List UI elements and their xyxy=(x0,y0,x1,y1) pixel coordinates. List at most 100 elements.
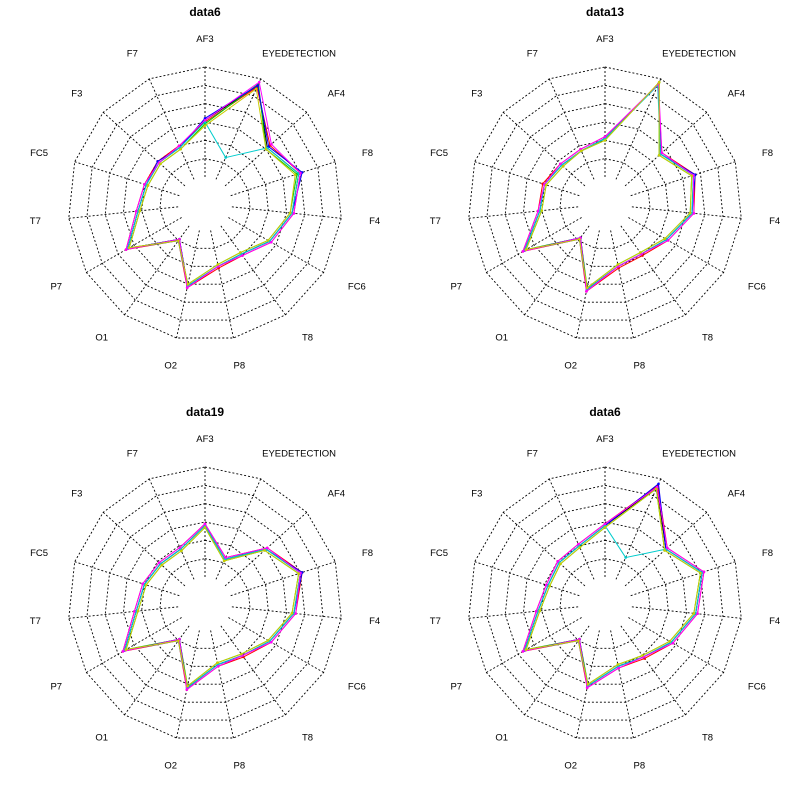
grid-ring xyxy=(504,103,706,303)
axis-label-fc5: FC5 xyxy=(430,148,448,159)
series-7-point-af3 xyxy=(603,526,607,529)
series-7-point-eyedetection xyxy=(657,80,661,84)
series-6-point-eyedetection xyxy=(224,556,227,559)
axis-label-p7: P7 xyxy=(450,282,462,293)
series-5-line xyxy=(127,121,300,287)
axis-label-fc5: FC5 xyxy=(430,548,448,559)
series-7-point-af3 xyxy=(203,526,207,529)
series-6-point-f8 xyxy=(702,570,706,574)
series-7-point-o2 xyxy=(585,286,589,290)
axis-label-t7: T7 xyxy=(30,216,41,227)
axis-label-af4: AF4 xyxy=(328,489,345,500)
series-7-point-o2 xyxy=(586,682,590,686)
series-6-line xyxy=(522,486,705,689)
series-1-line xyxy=(523,83,694,291)
radar-panel-4: data6 AF3 EYEDETECTION AF4 F8 F4 FC6 T8 P8 O2 O1 P7… xyxy=(430,405,780,771)
series-7-point-f8 xyxy=(690,174,694,178)
panel-title: data6 xyxy=(189,5,221,19)
series-7-point-t7 xyxy=(136,609,140,613)
series-6-point-o2 xyxy=(585,290,588,293)
series-7-point-o1 xyxy=(177,639,180,642)
series-6-point-f7 xyxy=(177,144,181,148)
series-7-point-af3 xyxy=(203,124,207,127)
axis-label-af4: AF4 xyxy=(728,89,745,100)
series-6-point-af3 xyxy=(203,522,207,526)
series-5-point-eyedetection xyxy=(224,156,227,159)
series-7-point-o2 xyxy=(186,282,190,286)
axis-label-eyedetection: EYEDETECTION xyxy=(262,48,336,59)
axis-label-af4: AF4 xyxy=(728,489,745,500)
axis-label-f3: F3 xyxy=(471,489,482,500)
series-4-point-eyedetection xyxy=(256,84,260,87)
axis-label-t8: T8 xyxy=(702,732,713,743)
panel-title: data6 xyxy=(589,405,621,419)
series-6-point-fc6 xyxy=(269,240,273,244)
series-7-point-f8 xyxy=(297,572,300,575)
series-5-point-af3 xyxy=(603,524,607,527)
radar-panel-2: data13 AF3 EYEDETECTION AF4 F8 F4 FC6 T8 P8 O2 O1 P… xyxy=(430,5,780,371)
series-7-point-t7 xyxy=(138,209,142,213)
series-7-point-f8 xyxy=(699,571,702,575)
axis-label-f4: F4 xyxy=(769,216,780,227)
series-6-point-f3 xyxy=(157,561,161,564)
series-6-line xyxy=(122,523,301,691)
series-6-point-o2 xyxy=(585,686,589,690)
series-6-line xyxy=(125,81,301,289)
series-6-point-t7 xyxy=(536,209,540,213)
series-7-point-fc5 xyxy=(146,184,150,187)
series-6-point-t7 xyxy=(133,610,136,613)
grid-ring xyxy=(486,84,724,321)
series-6-point-f4 xyxy=(696,612,699,616)
axis-label-fc6: FC6 xyxy=(348,682,366,693)
series-6-point-p7 xyxy=(124,248,128,251)
grid-spoke xyxy=(68,206,179,219)
axis-label-t7: T7 xyxy=(430,216,441,227)
series-6-point-f4 xyxy=(692,212,696,215)
series-7-point-fc6 xyxy=(266,239,270,242)
grid-spoke xyxy=(102,111,186,187)
axis-label-o2: O2 xyxy=(564,360,577,371)
grid-ring xyxy=(504,503,706,703)
series-6-point-p7 xyxy=(121,650,125,653)
series-7-line xyxy=(128,88,296,285)
series-2-line xyxy=(522,85,696,292)
series-1-line xyxy=(127,85,300,287)
axis-label-eyedetection: EYEDETECTION xyxy=(262,448,336,459)
series-7-point-t8 xyxy=(240,652,243,656)
series-6-point-p7 xyxy=(521,650,525,653)
axis-label-af3: AF3 xyxy=(596,434,613,445)
grid-ring xyxy=(86,484,324,721)
axis-label-f7: F7 xyxy=(127,448,138,459)
grid-spoke xyxy=(628,217,724,273)
series-6-point-af3 xyxy=(203,118,207,122)
axis-label-f4: F4 xyxy=(369,216,380,227)
series-3-line xyxy=(525,81,693,289)
series-7-point-fc5 xyxy=(544,183,548,187)
axis-label-p8: P8 xyxy=(633,760,645,771)
series-7-point-af4 xyxy=(657,153,661,157)
series-7-point-fc6 xyxy=(266,639,270,642)
series-7-point-f3 xyxy=(160,563,164,567)
grid-ring xyxy=(68,466,342,739)
series-7-point-p7 xyxy=(524,648,528,651)
series-6-point-fc6 xyxy=(269,640,273,644)
series-7-point-fc5 xyxy=(144,583,148,587)
series-7-point-f3 xyxy=(159,162,162,166)
grid-spoke xyxy=(228,617,324,673)
axis-label-fc6: FC6 xyxy=(348,282,366,293)
series-5-line xyxy=(523,85,694,291)
series-7-point-o1 xyxy=(578,237,581,241)
series-7-point-o2 xyxy=(186,684,189,688)
radar-panel-1: data6 AF3 EYEDETECTION AF4 F8 F4 FC6 T8 P8 O2 O1 P7… xyxy=(30,5,380,371)
series-6-point-t7 xyxy=(134,209,138,213)
axis-label-p7: P7 xyxy=(450,682,462,693)
grid-spoke xyxy=(68,606,179,619)
series-5-line xyxy=(523,525,703,687)
series-7-point-t8 xyxy=(641,654,644,657)
grid-spoke xyxy=(102,511,186,587)
series-7-point-eyedetection xyxy=(254,87,258,91)
axis-label-f7: F7 xyxy=(527,448,538,459)
grid-ring xyxy=(559,558,651,649)
series-6-point-f7 xyxy=(178,546,182,549)
series-6-point-af3 xyxy=(603,522,607,526)
